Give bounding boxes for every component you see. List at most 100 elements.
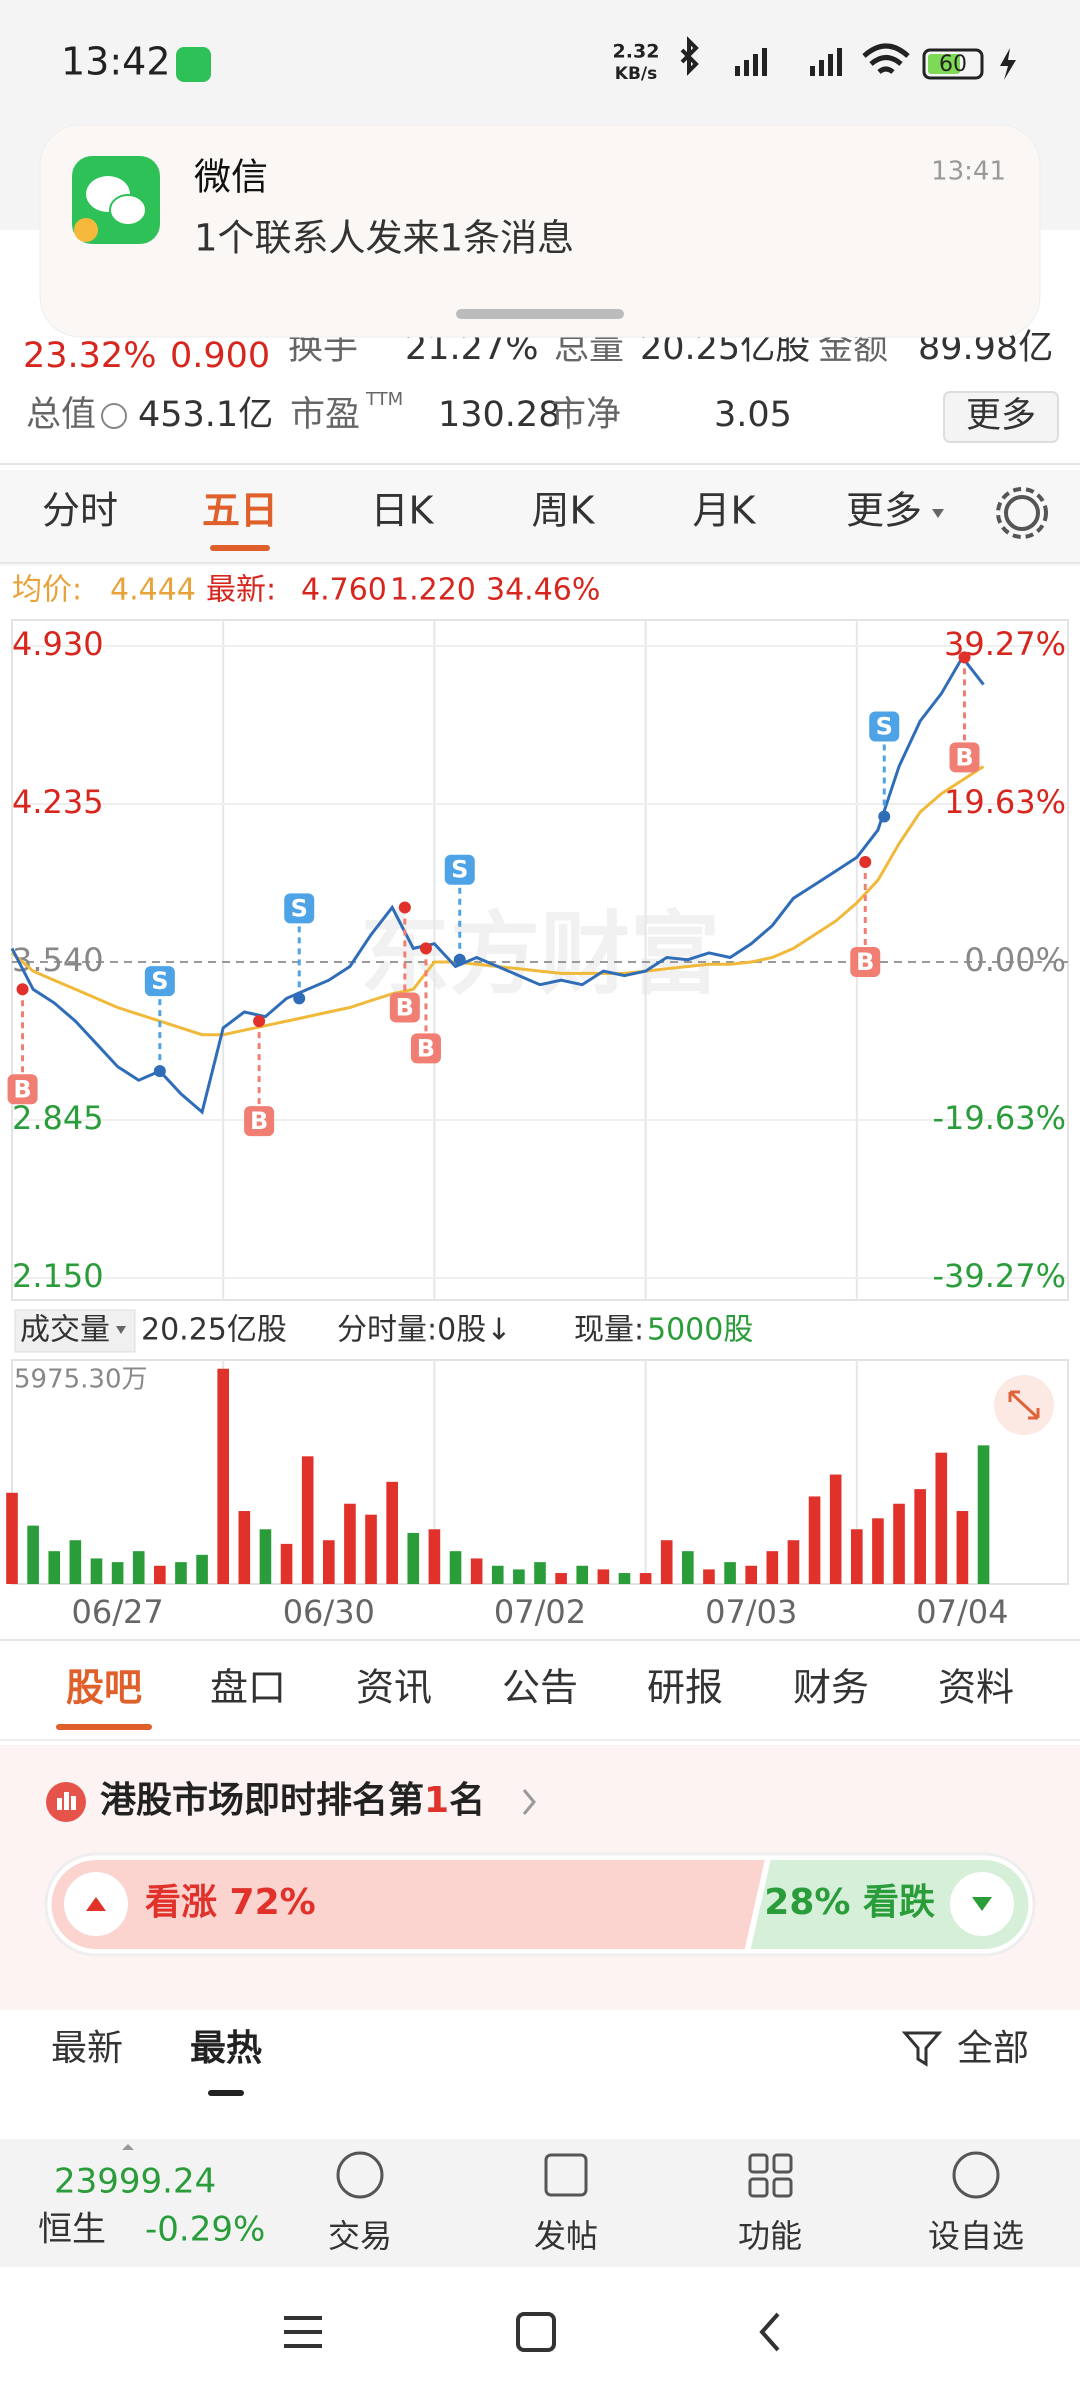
volume-layer: 5975.30万 06/27 06/30 07/02 07/03 07/04 — [6, 1360, 1009, 1631]
feed-bg — [0, 2010, 1080, 2140]
pe-label: 市盈 — [290, 395, 360, 435]
y-tick-label: 2.845 — [12, 1099, 104, 1137]
wechat-status-icon — [176, 47, 211, 82]
avg: 4.444 — [110, 573, 196, 608]
marker-point — [16, 983, 29, 996]
tab[interactable]: 资讯 — [356, 1666, 432, 1710]
tab[interactable]: 周K — [532, 489, 596, 533]
x-tick-label: 06/30 — [283, 1593, 375, 1631]
change: 0.900 — [170, 336, 270, 376]
mcap: 453.1亿 — [138, 395, 273, 435]
ranking[interactable]: 港股市场即时排名第1名 — [100, 1780, 485, 1821]
marker-label: B — [417, 1034, 435, 1062]
volume-bar — [808, 1496, 821, 1584]
battery-level — [928, 54, 960, 74]
info-icon — [101, 403, 127, 429]
tab[interactable]: 日K — [371, 489, 435, 533]
marker-badge — [949, 742, 980, 773]
index-name[interactable]: 恒生 — [38, 2210, 106, 2250]
marker-label: S — [151, 967, 168, 995]
volume-bar — [259, 1529, 272, 1584]
ranking-suffix: 名 — [449, 1780, 485, 1821]
volume-selector[interactable] — [14, 1309, 136, 1353]
post-icon — [544, 2153, 588, 2197]
settings-icon[interactable] — [996, 487, 1048, 539]
volume-bar — [238, 1511, 251, 1584]
filter[interactable]: 全部 — [957, 2028, 1029, 2069]
tab-underline — [210, 545, 270, 551]
net-speed-unit: KB/s — [615, 64, 657, 84]
tab[interactable]: 研报 — [647, 1666, 723, 1710]
notification-card[interactable] — [39, 124, 1041, 338]
bottom-item[interactable]: 功能 — [738, 2217, 802, 2255]
info-change: 1.220 — [390, 573, 476, 608]
volume-bar — [724, 1562, 736, 1584]
index-change[interactable]: -0.29% — [145, 2210, 265, 2250]
volume-bar — [449, 1551, 462, 1584]
tab[interactable]: 月K — [693, 489, 757, 533]
current-volume: 5000股 — [647, 1313, 753, 1348]
volume-bar — [69, 1540, 82, 1584]
marker-point — [253, 1015, 266, 1028]
bottom-item[interactable]: 发帖 — [534, 2217, 598, 2255]
volume-bar — [893, 1503, 905, 1584]
tab[interactable]: 公告 — [502, 1666, 578, 1710]
volume-bar — [196, 1554, 208, 1584]
tab[interactable]: 财务 — [793, 1666, 869, 1710]
marker-point — [398, 901, 411, 914]
index-value[interactable]: 23999.24 — [54, 2162, 216, 2202]
notification-time: 13:41 — [931, 157, 1006, 187]
volume-header-label[interactable]: 成交量 — [20, 1313, 110, 1348]
battery — [922, 48, 984, 80]
bottom-item[interactable]: 设自选 — [928, 2217, 1024, 2255]
volume-bar — [470, 1558, 483, 1584]
index-toggle — [122, 2144, 134, 2150]
marker-label: B — [396, 993, 414, 1021]
marker-badge — [244, 1106, 275, 1137]
wechat-bubble — [109, 194, 147, 226]
marker-point — [958, 651, 971, 664]
marker-point — [453, 953, 466, 966]
volume-bar — [111, 1562, 124, 1584]
tab[interactable]: 资料 — [938, 1666, 1014, 1710]
pe-sup: TTM — [365, 389, 403, 410]
volume-bar — [745, 1565, 758, 1584]
bottom-item[interactable]: 交易 — [328, 2217, 392, 2255]
tab[interactable]: 最热 — [190, 2028, 262, 2069]
volume-bar — [513, 1569, 525, 1584]
tab[interactable]: 最新 — [51, 2028, 123, 2069]
volume-bar — [914, 1489, 926, 1584]
volume-bar — [703, 1569, 715, 1584]
more-button-label[interactable]: 更多 — [966, 396, 1036, 436]
volume-bar — [829, 1474, 842, 1584]
more-button[interactable] — [943, 391, 1059, 443]
volume-bar — [154, 1565, 166, 1584]
section-tabs: 股吧 盘口 资讯 公告 研报 财务 资料 — [56, 1666, 1014, 1730]
ranking-rank: 1 — [424, 1780, 449, 1821]
bottom-items: 交易 发帖 功能 设自选 — [328, 2217, 1024, 2255]
tab[interactable]: 股吧 — [66, 1666, 142, 1710]
tab[interactable]: 更多 — [846, 489, 922, 533]
chart-tabs: 分时 五日 日K 周K 月K 更多 — [42, 489, 944, 551]
tab[interactable]: 五日 — [202, 489, 278, 533]
tab[interactable]: 分时 — [42, 489, 118, 533]
volume-bar — [322, 1540, 335, 1584]
bottom-bar-bg — [0, 2139, 1080, 2267]
marker-badge — [444, 854, 475, 885]
y2-tick-label: -19.63% — [932, 1099, 1066, 1137]
marker-label: B — [13, 1075, 31, 1103]
feed-tabs: 最新 最热 — [51, 2028, 262, 2096]
home-key[interactable] — [516, 2312, 556, 2352]
ranking-prefix: 港股市场即时排名第 — [100, 1780, 424, 1821]
volume-bar — [534, 1562, 546, 1584]
tab[interactable]: 盘口 — [210, 1666, 286, 1710]
x-tick-label: 07/03 — [705, 1593, 797, 1631]
y2-tick-label: 19.63% — [944, 783, 1066, 821]
menu-key[interactable] — [284, 2316, 322, 2348]
volume-bar — [555, 1573, 567, 1584]
back-key[interactable] — [759, 2312, 780, 2352]
volume-bar — [280, 1543, 293, 1584]
volume-bar — [872, 1518, 884, 1584]
pb-label: 市净 — [551, 395, 621, 435]
